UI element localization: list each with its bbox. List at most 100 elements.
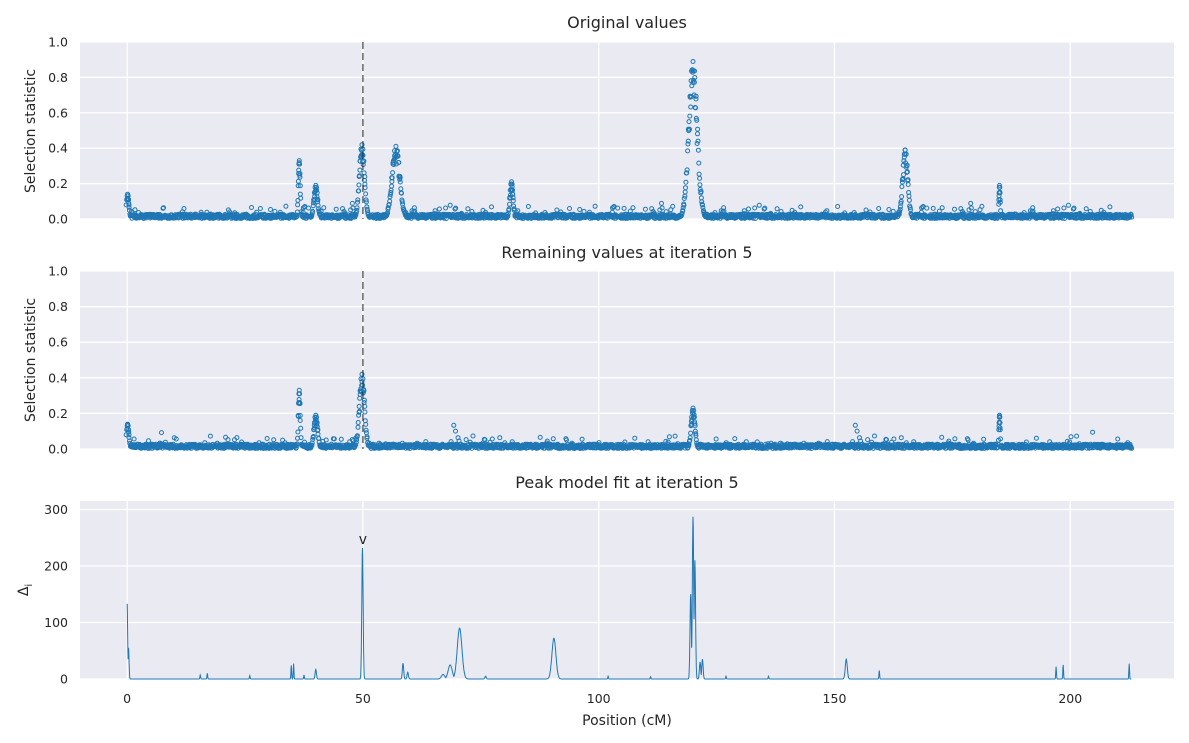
scatter-point	[672, 433, 678, 439]
scatter-point	[903, 151, 909, 157]
scatter-point	[306, 205, 311, 211]
scatter-point	[891, 436, 897, 442]
scatter-point	[1128, 212, 1134, 217]
y-tick-label: 1.0	[48, 35, 68, 50]
scatter-point	[394, 148, 400, 154]
scatter-point	[681, 196, 687, 201]
scatter-point	[687, 93, 693, 99]
scatter-point	[696, 160, 702, 166]
scatter-point	[693, 93, 699, 99]
scatter-point	[924, 205, 930, 211]
scatter-point	[310, 436, 316, 442]
scatter-point	[399, 190, 404, 196]
scatter-point	[684, 167, 690, 173]
scatter-point	[904, 169, 910, 175]
scatter-point	[854, 428, 860, 434]
scatter-point	[126, 204, 132, 210]
scatter-point	[687, 113, 693, 119]
scatter-point	[693, 105, 699, 111]
scatter-point	[126, 197, 132, 203]
scatter-point	[395, 153, 401, 159]
y-tick-label: 0.0	[48, 212, 68, 227]
scatter-point	[896, 211, 902, 217]
scatter-point	[659, 205, 665, 211]
scatter-point	[510, 198, 516, 204]
scatter-point	[699, 199, 705, 205]
scatter-point	[161, 205, 166, 211]
scatter-point	[510, 187, 516, 193]
scatter-point	[146, 438, 151, 444]
scatter-point	[756, 202, 762, 208]
scatter-point	[356, 182, 362, 188]
scatter-point	[581, 208, 587, 214]
scatter-point	[907, 205, 913, 211]
scatter-point	[952, 206, 957, 212]
scatter-point	[1107, 204, 1113, 210]
scatter-point	[385, 205, 391, 211]
scatter-point	[567, 206, 572, 211]
scatter-point	[798, 204, 804, 210]
scatter-point	[507, 201, 512, 207]
scatter-point	[1055, 206, 1061, 212]
scatter-point	[389, 175, 395, 181]
scatter-point	[876, 206, 882, 211]
y-ticks-2: 0.00.20.40.60.81.0	[48, 264, 68, 457]
scatter-point	[525, 204, 531, 209]
scatter-point	[632, 435, 638, 441]
scatter-point	[453, 428, 458, 434]
scatter-point	[390, 170, 396, 176]
scatter-point	[997, 190, 1003, 196]
scatter-point	[234, 435, 240, 441]
scatter-point	[865, 437, 871, 443]
scatter-point	[642, 206, 648, 212]
scatter-point	[173, 436, 179, 442]
scatter-point	[314, 184, 319, 190]
scatter-point	[436, 206, 442, 212]
scatter-point	[698, 189, 704, 194]
scatter-point	[697, 175, 703, 181]
scatter-point	[465, 206, 471, 212]
scatter-point	[692, 75, 698, 80]
panel-remaining-values: 0.00.20.40.60.81.0 Remaining values at i…	[23, 243, 1174, 457]
scatter-point	[207, 433, 213, 439]
scatter-point	[349, 200, 355, 206]
scatter-point	[863, 207, 869, 213]
scatter-point	[132, 207, 138, 213]
scatter-point	[268, 207, 273, 212]
scatter-point	[630, 205, 636, 211]
scatter-point	[323, 437, 329, 443]
scatter-point	[681, 202, 687, 208]
scatter-point	[689, 68, 694, 74]
scatter-point	[295, 429, 301, 435]
scatter-point	[1129, 214, 1135, 220]
scatter-point	[387, 198, 393, 204]
scatter-point	[685, 138, 691, 144]
scatter-point	[315, 202, 321, 208]
y-ticks-1: 0.00.20.40.60.81.0	[48, 35, 68, 227]
scatter-point	[362, 409, 368, 415]
scatter-point	[264, 436, 270, 441]
scatter-point	[1066, 202, 1071, 208]
scatter-point	[666, 434, 672, 440]
scatter-point	[298, 425, 304, 431]
scatter-point	[697, 182, 703, 188]
scatter-point	[359, 152, 365, 158]
scatter-point	[361, 397, 367, 403]
scatter-point	[396, 160, 402, 165]
scatter-point	[159, 430, 164, 436]
plot-area-1	[80, 42, 1174, 219]
scatter-point	[550, 436, 556, 442]
scatter-point	[355, 424, 361, 430]
y-tick-label: 0.4	[48, 141, 68, 156]
scatter-point	[691, 79, 697, 85]
scatter-point	[994, 215, 1000, 221]
y-tick-label: 0.8	[48, 299, 68, 314]
scatter-point	[364, 434, 370, 440]
y-tick-label: 0.0	[48, 442, 68, 457]
scatter-point	[1061, 205, 1067, 211]
scatter-point	[897, 209, 903, 215]
scatter-point	[901, 172, 906, 178]
scatter-point	[690, 59, 696, 64]
y-tick-label: 0.2	[48, 406, 68, 421]
scatter-point	[470, 433, 476, 439]
